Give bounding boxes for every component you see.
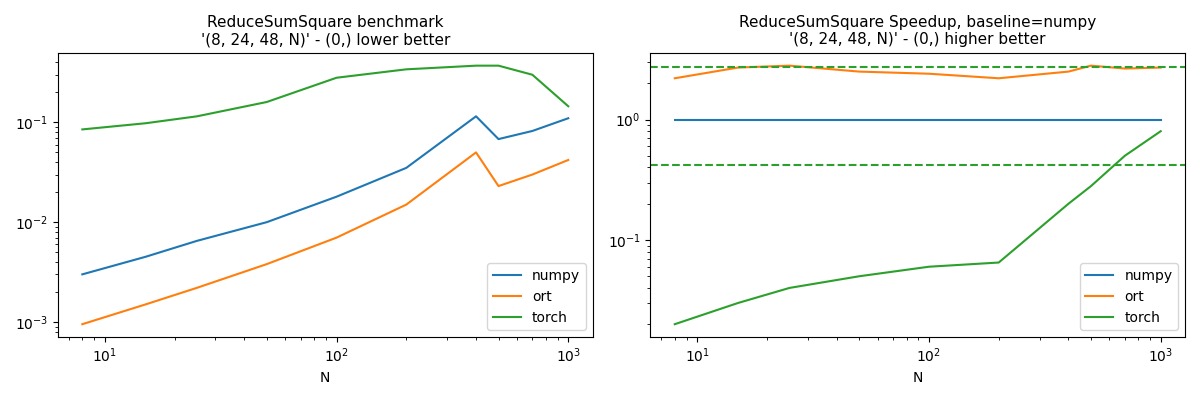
torch (991, 260, 1006, 265)
torch (922, 264, 936, 269)
ort (259, 262, 274, 266)
Title: ReduceSumSquare Speedup, baseline=numpy
'(8, 24, 48, N)' - (0,) higher better: ReduceSumSquare Speedup, baseline=numpy … (739, 15, 1097, 47)
numpy (991, 117, 1006, 122)
ort (782, 63, 797, 68)
numpy (491, 137, 505, 142)
Line: torch: torch (83, 66, 569, 130)
torch (731, 300, 745, 305)
Line: torch: torch (674, 131, 1160, 324)
ort (1061, 69, 1075, 74)
ort (329, 235, 343, 240)
ort (1084, 63, 1098, 68)
torch (329, 75, 343, 80)
ort (562, 158, 576, 162)
ort (1117, 66, 1132, 71)
torch (76, 127, 90, 132)
torch (526, 72, 540, 77)
torch (782, 286, 797, 290)
ort (731, 65, 745, 70)
Line: numpy: numpy (83, 116, 569, 274)
torch (400, 67, 414, 72)
torch (138, 121, 152, 126)
torch (469, 63, 484, 68)
ort (667, 76, 682, 81)
ort (190, 285, 204, 290)
ort (76, 322, 90, 326)
X-axis label: N: N (320, 371, 330, 385)
ort (852, 69, 866, 74)
numpy (190, 238, 204, 243)
numpy (667, 117, 682, 122)
torch (190, 114, 204, 119)
ort (138, 302, 152, 307)
numpy (1084, 117, 1098, 122)
Title: ReduceSumSquare benchmark
'(8, 24, 48, N)' - (0,) lower better: ReduceSumSquare benchmark '(8, 24, 48, N… (200, 15, 450, 47)
numpy (1061, 117, 1075, 122)
numpy (138, 254, 152, 259)
torch (562, 104, 576, 109)
numpy (562, 116, 576, 121)
torch (1117, 153, 1132, 158)
ort (469, 150, 484, 155)
numpy (259, 220, 274, 224)
torch (1084, 184, 1098, 188)
ort (526, 172, 540, 177)
numpy (922, 117, 936, 122)
ort (491, 184, 505, 188)
Line: ort: ort (83, 152, 569, 324)
numpy (1153, 117, 1168, 122)
numpy (469, 114, 484, 119)
X-axis label: N: N (912, 371, 923, 385)
torch (852, 274, 866, 279)
numpy (329, 194, 343, 199)
Line: ort: ort (674, 66, 1160, 78)
ort (991, 76, 1006, 81)
numpy (782, 117, 797, 122)
numpy (400, 166, 414, 170)
torch (491, 63, 505, 68)
torch (259, 100, 274, 104)
numpy (852, 117, 866, 122)
ort (400, 202, 414, 207)
numpy (526, 128, 540, 133)
ort (922, 71, 936, 76)
torch (1061, 201, 1075, 206)
numpy (1117, 117, 1132, 122)
numpy (731, 117, 745, 122)
torch (667, 322, 682, 326)
numpy (76, 272, 90, 277)
ort (1153, 65, 1168, 70)
Legend: numpy, ort, torch: numpy, ort, torch (1080, 263, 1178, 330)
torch (1153, 129, 1168, 134)
Legend: numpy, ort, torch: numpy, ort, torch (487, 263, 586, 330)
